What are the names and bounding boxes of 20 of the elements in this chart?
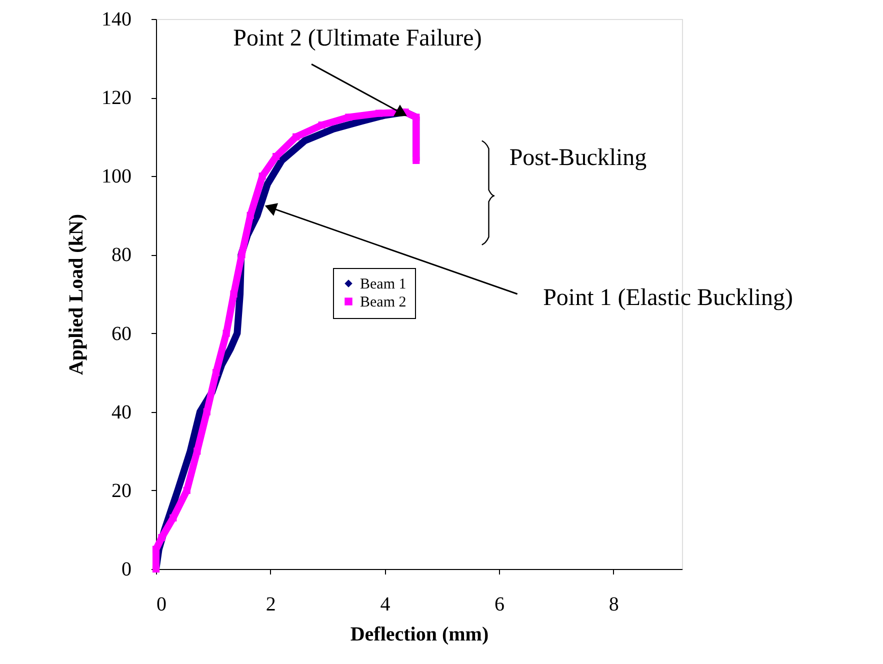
legend-label: Beam 2 — [360, 294, 406, 310]
y-tick-label: 120 — [102, 87, 132, 110]
y-axis-title: Applied Load (kN) — [66, 214, 88, 376]
x-tick-label: 8 — [608, 594, 619, 616]
legend-label: Beam 1 — [360, 276, 406, 292]
x-axis-title: Deflection (mm) — [350, 624, 489, 646]
y-tick-label: 0 — [122, 558, 132, 580]
y-tick-label: 40 — [112, 401, 132, 424]
x-tick-label: 2 — [266, 594, 276, 616]
annotation: Post-Buckling — [509, 145, 647, 172]
y-tick-label: 20 — [112, 480, 132, 502]
x-tick-label: 4 — [380, 594, 390, 616]
y-tick-label: 80 — [112, 244, 132, 266]
annotation: Point 1 (Elastic Buckling) — [543, 284, 794, 311]
x-tick-label: 0 — [156, 594, 166, 616]
y-tick-label: 100 — [102, 166, 132, 188]
annotation: Point 2 (Ultimate Failure) — [233, 26, 482, 52]
y-tick-label: 140 — [102, 8, 132, 30]
y-tick-label: 60 — [112, 322, 132, 345]
x-tick-label: 6 — [494, 594, 505, 616]
